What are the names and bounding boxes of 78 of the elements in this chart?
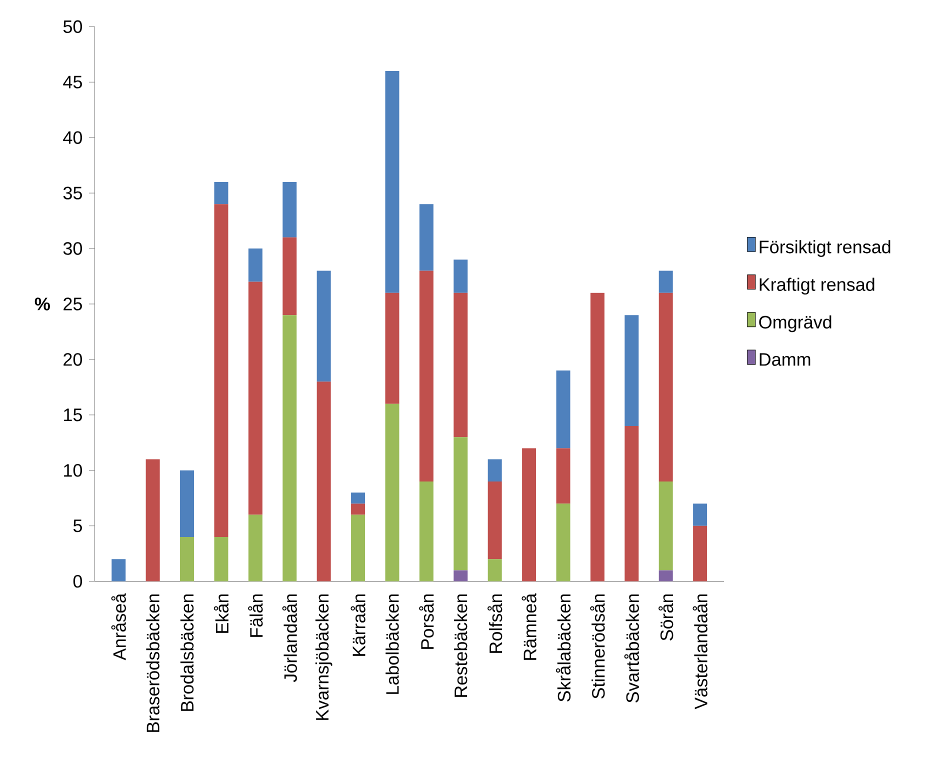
bar: [454, 260, 468, 293]
bar: [624, 315, 639, 426]
bar: [658, 292, 673, 482]
bar: [316, 270, 331, 382]
bar: [282, 315, 297, 582]
bar: [488, 559, 502, 582]
legend-label: Omgrävd: [759, 315, 832, 332]
y-tick-label: 15: [64, 408, 82, 422]
x-tick-label: Rämneå: [522, 593, 536, 660]
x-tick-label: Jörlandaån: [282, 594, 297, 682]
bar: [385, 404, 400, 582]
legend-label: Försiktigt rensad: [760, 240, 890, 257]
x-tick-label: Svartåbäcken: [624, 594, 639, 703]
bar: [556, 370, 570, 448]
bar: [658, 481, 673, 570]
bar: [351, 492, 366, 504]
y-tick-label: 45: [63, 76, 82, 88]
bar: [488, 481, 502, 560]
x-tick-label: Skrålabäcken: [556, 594, 571, 702]
bar: [351, 514, 366, 582]
bar: [658, 270, 673, 293]
x-tick-label: Fälån: [248, 594, 263, 637]
x-tick-label: Västerlandaån: [692, 594, 708, 710]
bar: [658, 570, 673, 582]
bar: [248, 282, 262, 515]
bar: [214, 204, 228, 537]
x-tick-label: Anråseå: [111, 593, 126, 660]
bar: [248, 514, 262, 582]
y-tick-label: 0: [73, 574, 82, 588]
bar: [180, 536, 194, 582]
bar: [454, 292, 468, 438]
bar: [693, 504, 708, 526]
y-tick-label: 10: [64, 464, 82, 477]
bar: [419, 481, 434, 582]
x-tick-label: Kvarnsjöbäcken: [315, 594, 332, 720]
y-tick-label: 30: [63, 242, 82, 255]
bar: [590, 292, 604, 582]
x-tick-label: Rolfsån: [488, 594, 502, 653]
x-tick-label: Brodalsbäcken: [180, 594, 194, 711]
x-tick-label: Braserödsbäcken: [146, 594, 160, 732]
bar: [282, 182, 297, 238]
legend-label: Kraftigt rensad: [760, 278, 874, 295]
bar: [556, 504, 570, 582]
bar: [282, 237, 297, 316]
bar: [351, 504, 366, 515]
bar: [112, 559, 126, 582]
x-tick-label: Sörån: [658, 594, 674, 640]
bar: [454, 570, 468, 582]
x-tick-label: Ekån: [214, 594, 229, 633]
x-tick-label: Porsån: [419, 594, 434, 649]
bar: [522, 448, 536, 582]
x-tick-label: Stinnerödsån: [590, 594, 605, 699]
bar: [419, 270, 434, 482]
y-tick-label: 50: [63, 20, 82, 34]
bar: [214, 536, 228, 582]
bar: [419, 204, 434, 271]
legend-label: Damm: [760, 353, 810, 366]
y-tick-label: 40: [63, 131, 82, 144]
bar: [385, 71, 400, 293]
bar: [316, 382, 331, 582]
bar: [624, 426, 639, 582]
bar: [693, 526, 708, 582]
y-tick-label: 5: [73, 520, 82, 532]
bar: [385, 292, 400, 404]
x-tick-label: Restebäcken: [454, 594, 468, 697]
y-tick-label: 20: [64, 353, 82, 366]
x-tick-label: Kärraån: [350, 594, 366, 656]
bar: [180, 470, 194, 537]
y-tick-label: 35: [63, 186, 82, 200]
bar: [488, 459, 502, 482]
y-tick-label: 25: [64, 298, 82, 310]
bar: [214, 182, 228, 204]
bar: [454, 437, 468, 570]
y-axis-title: %: [34, 298, 50, 310]
bar: [556, 448, 570, 504]
bar: [146, 459, 160, 582]
x-tick-label: Labolbäcken: [386, 594, 399, 694]
bar: [248, 248, 262, 282]
